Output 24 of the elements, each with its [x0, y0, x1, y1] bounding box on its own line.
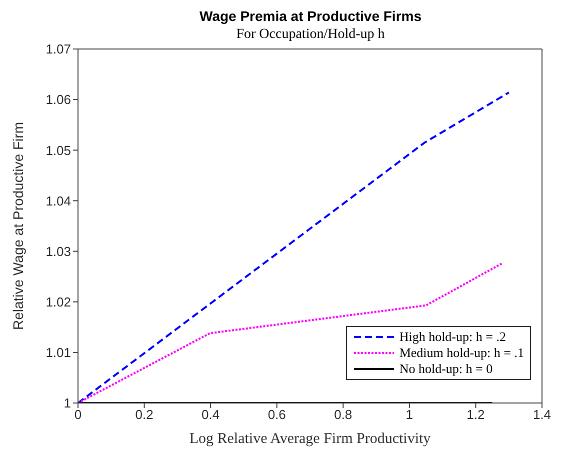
x-tick-label: 0: [74, 407, 82, 422]
y-tick-label: 1.07: [46, 42, 71, 57]
y-tick-label: 1.04: [46, 193, 71, 208]
x-tick-label: 0.6: [268, 407, 286, 422]
x-tick-label: 0.4: [202, 407, 220, 422]
x-axis-title: Log Relative Average Firm Productivity: [189, 431, 432, 447]
y-axis-title: Relative Wage at Productive Firm: [10, 122, 26, 330]
y-tick-label: 1: [64, 396, 71, 411]
x-tick-label: 0.8: [334, 407, 352, 422]
y-tick-label: 1.06: [46, 92, 71, 108]
x-tick-label: 1.2: [466, 407, 485, 422]
legend-label: Medium hold-up: h = .1: [399, 345, 524, 361]
legend-label: No hold-up: h = 0: [399, 361, 493, 377]
y-tick-label: 1.01: [46, 345, 71, 360]
line-series: [78, 262, 504, 403]
chart-title: Wage Premia at Productive Firms: [198, 8, 422, 24]
x-tick-label: 1.4: [532, 407, 552, 422]
y-tick-label: 1.05: [46, 142, 71, 158]
y-tick-label: 1.03: [46, 244, 71, 259]
chart-subtitle: For Occupation/Hold-up h: [235, 27, 386, 43]
x-tick-label: 1: [406, 407, 414, 422]
x-tick-label: 0.2: [135, 407, 154, 422]
y-tick-label: 1.02: [46, 294, 71, 310]
legend-label: High hold-up: h = .2: [399, 329, 506, 345]
